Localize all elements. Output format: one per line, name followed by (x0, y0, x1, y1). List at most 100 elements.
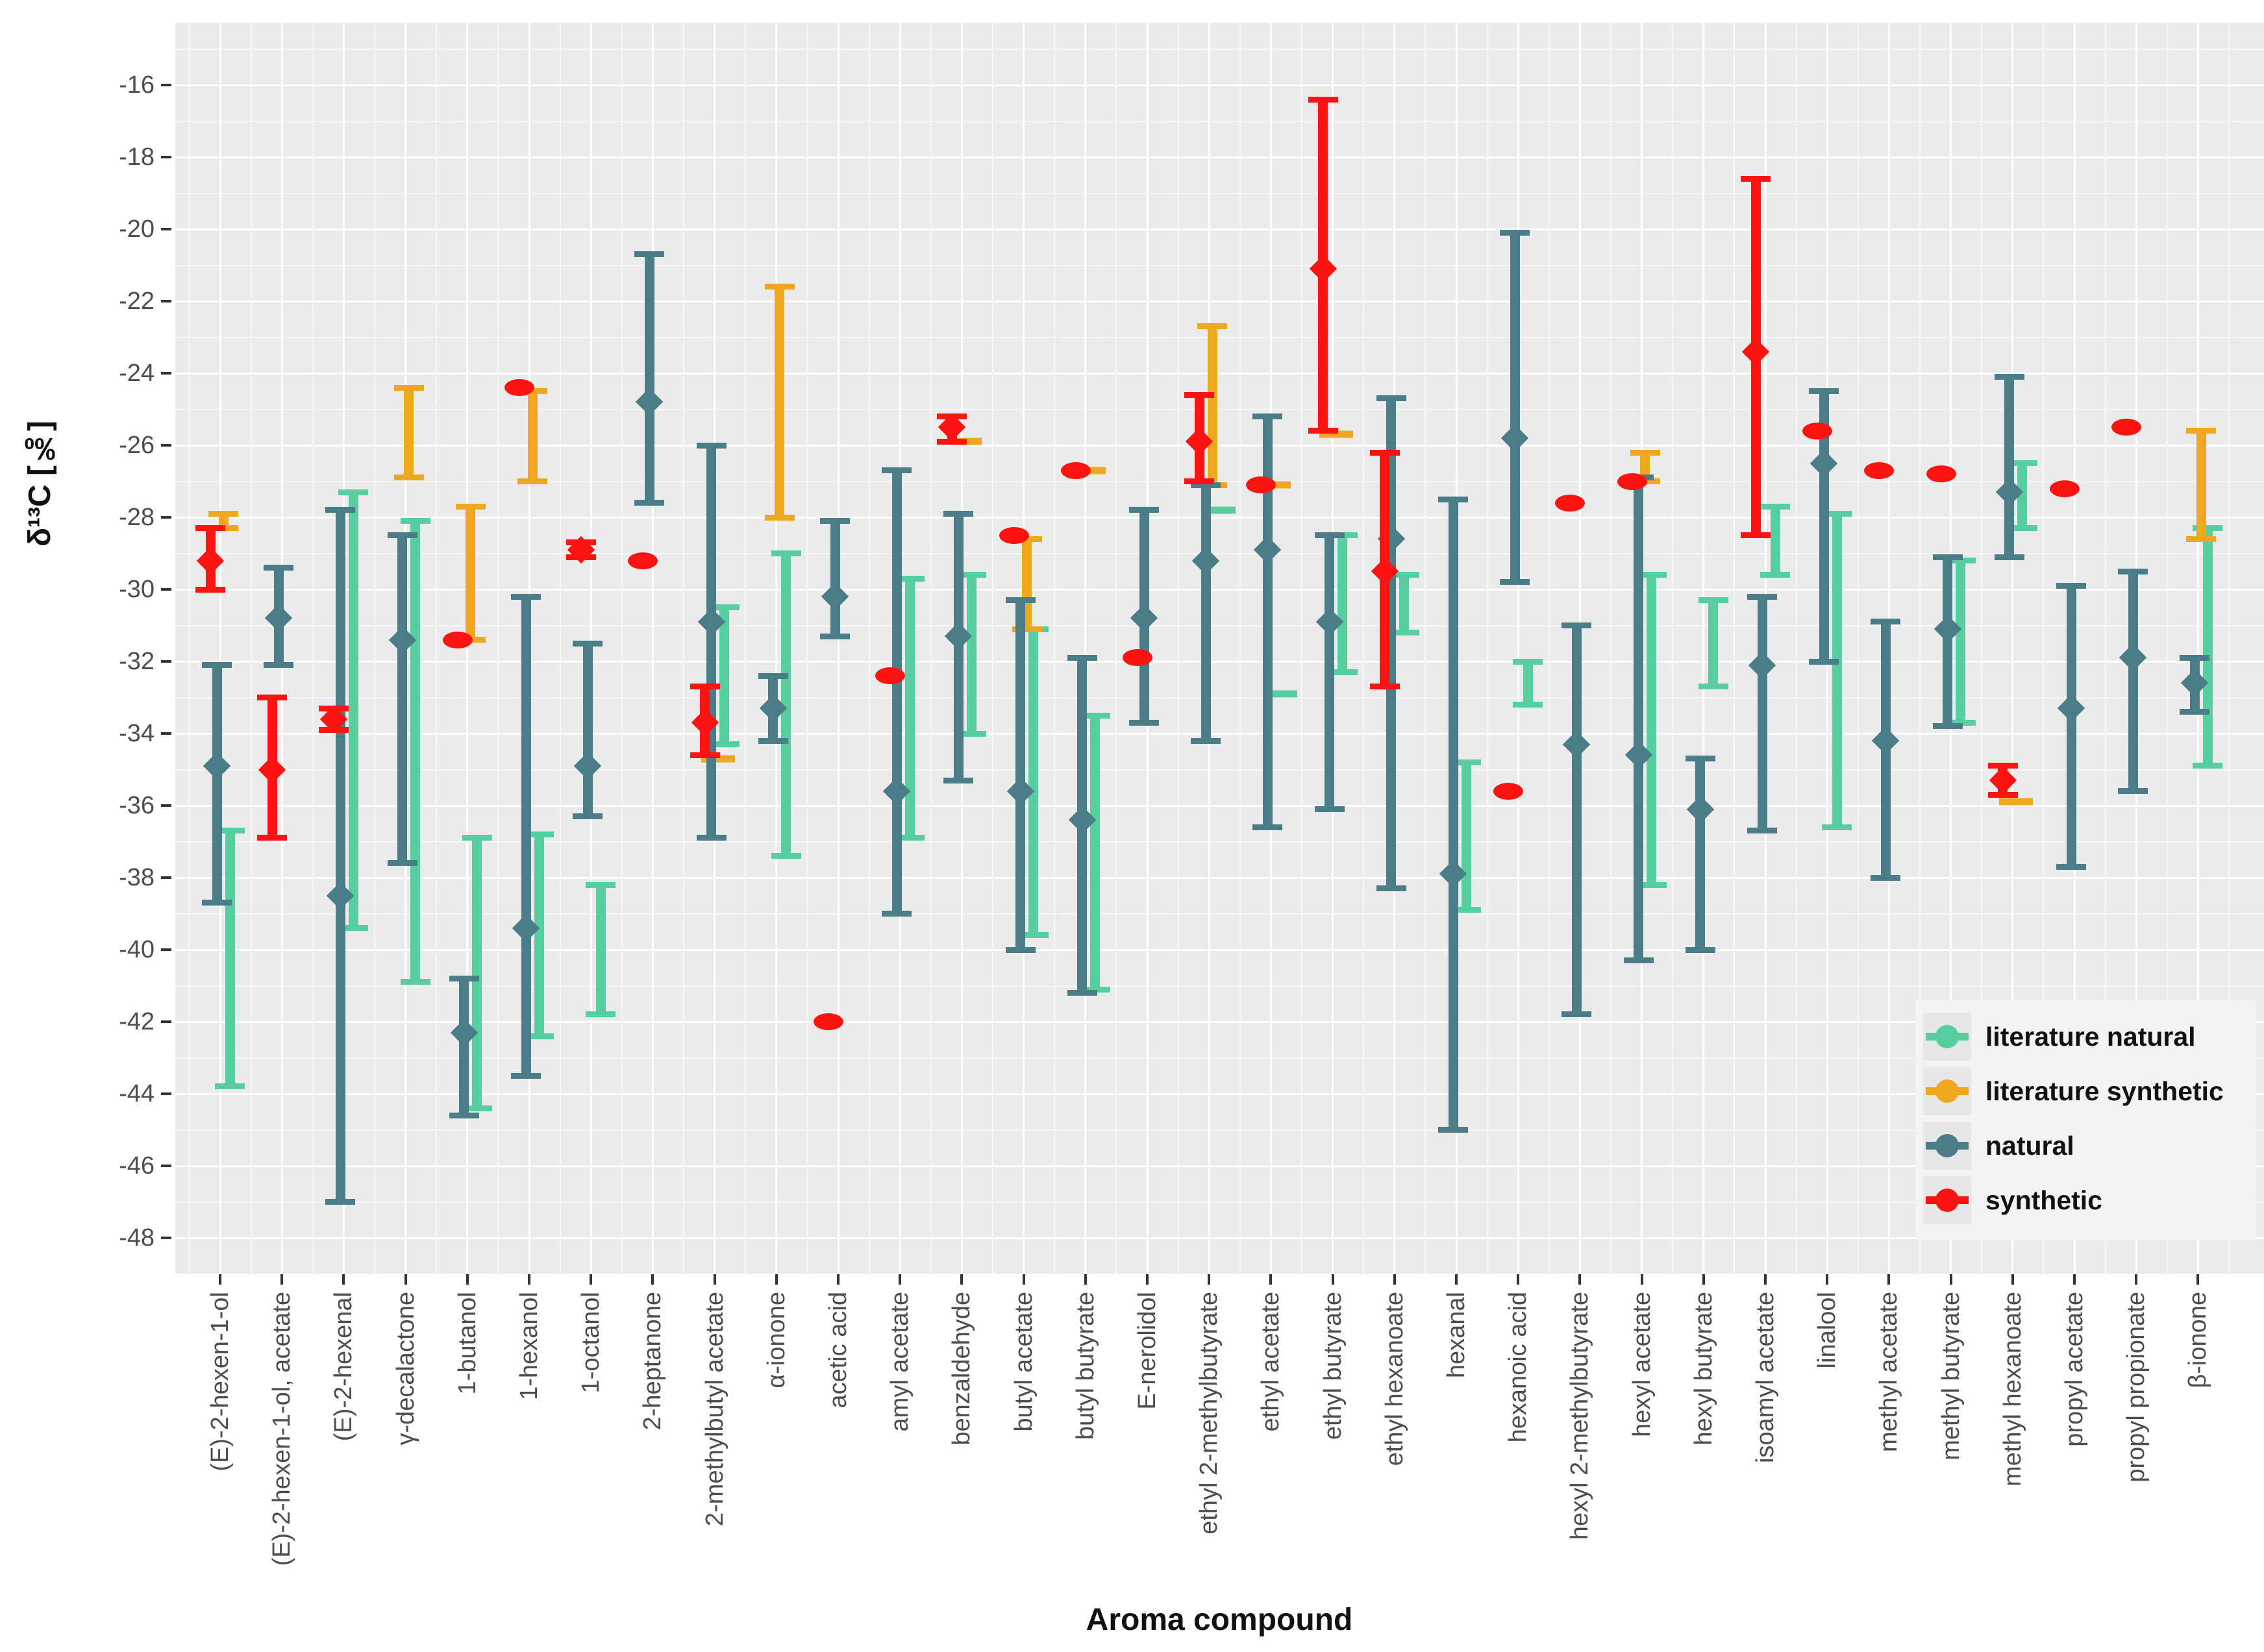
range-bar-lit_nat (1337, 535, 1348, 672)
x-tick-mark (651, 1274, 654, 1285)
y-tick-label: -38 (119, 864, 155, 891)
range-cap-lit_nat (1389, 630, 1419, 636)
range-cap-lit_nat (956, 730, 987, 737)
gridline-x-major (466, 23, 469, 1274)
range-cap-lit_nat (1760, 503, 1790, 510)
x-tick-mark (1764, 1274, 1767, 1285)
x-tick-label: hexanal (1443, 1292, 1470, 1379)
range-cap-lit_nat (1018, 932, 1049, 939)
range-cap-lit_syn (393, 384, 424, 391)
range-bar-lit_syn (404, 388, 414, 478)
x-tick-mark (1517, 1274, 1520, 1285)
range-cap-syn (1741, 532, 1771, 539)
range-cap-lit_nat (1636, 881, 1667, 888)
range-cap-nat (573, 640, 603, 647)
gridline-y-minor (175, 408, 2264, 410)
x-tick-label: γ-decalactone (392, 1292, 419, 1446)
mean-diamond-nat (1563, 730, 1591, 758)
range-cap-nat (1747, 593, 1777, 600)
range-cap-lit_nat (709, 741, 740, 748)
x-tick-label: ethyl 2-methylbutyrate (1195, 1292, 1223, 1535)
gridline-y-major (175, 876, 2264, 879)
range-bar-lit_nat (781, 553, 791, 856)
range-bar-lit_nat (1832, 513, 1842, 828)
range-cap-nat (1005, 597, 1036, 604)
range-cap-nat (758, 737, 788, 744)
point-dot-syn (814, 1013, 843, 1030)
range-cap-nat (1438, 496, 1468, 502)
legend-key-box (1923, 1122, 1971, 1170)
gridline-x-minor (930, 23, 932, 1274)
range-cap-nat (511, 1072, 541, 1079)
x-tick-mark (1331, 1274, 1334, 1285)
range-cap-lit_syn (517, 478, 547, 484)
y-tick-label: -16 (119, 71, 155, 99)
range-cap-lit_syn (2186, 428, 2217, 434)
range-bar-nat (830, 521, 840, 637)
range-cap-lit_nat (1636, 572, 1667, 578)
point-tick-lit_syn (1998, 798, 2033, 806)
range-cap-nat (449, 1112, 479, 1118)
point-dot-syn (999, 526, 1029, 544)
mean-diamond-nat (1748, 651, 1776, 679)
y-tick-label: -24 (119, 360, 155, 387)
gridline-x-minor (1548, 23, 1550, 1274)
gridline-y-minor (175, 697, 2264, 698)
range-cap-lit_nat (1080, 712, 1110, 719)
gridline-x-minor (1857, 23, 1859, 1274)
range-bar-lit_syn (466, 506, 476, 640)
x-tick-label: methyl hexanoate (1998, 1292, 2026, 1486)
range-cap-syn (690, 752, 720, 758)
y-tick-label: -22 (119, 288, 155, 315)
gridline-y-major (175, 1020, 2264, 1023)
x-tick-label: linalool (1813, 1292, 1841, 1369)
range-bar-nat (706, 445, 717, 838)
range-cap-lit_nat (586, 1011, 616, 1018)
range-bar-nat (1510, 232, 1520, 582)
range-cap-nat (387, 532, 417, 539)
gridline-y-minor (175, 48, 2264, 50)
gridline-y-major (175, 660, 2264, 663)
point-dot-syn (1617, 473, 1647, 490)
range-cap-lit_nat (771, 853, 801, 859)
mean-diamond-nat (1254, 536, 1282, 564)
x-tick-label: hexanoic acid (1504, 1292, 1532, 1443)
x-tick-mark (2011, 1274, 2014, 1285)
range-cap-nat (2118, 788, 2148, 795)
mean-diamond-nat (636, 388, 664, 416)
x-tick-label: ethyl acetate (1257, 1292, 1285, 1432)
x-tick-label: β-ionone (2184, 1292, 2212, 1388)
x-tick-mark (1084, 1274, 1087, 1285)
range-bar-lit_nat (1770, 506, 1780, 575)
y-tick-mark (161, 660, 171, 663)
range-cap-nat (2180, 709, 2210, 715)
gridline-x-minor (806, 23, 808, 1274)
y-tick-label: -30 (119, 576, 155, 603)
range-cap-nat (1191, 482, 1221, 488)
range-bar-lit_syn (1640, 452, 1650, 482)
y-tick-mark (161, 876, 171, 879)
range-cap-nat (1376, 885, 1406, 892)
gridline-y-major (175, 1165, 2264, 1167)
range-cap-lit_nat (462, 835, 492, 841)
mean-diamond-nat (1686, 795, 1715, 823)
gridline-y-major (175, 516, 2264, 519)
y-tick-mark (161, 228, 171, 230)
range-cap-nat (2056, 863, 2086, 870)
gridline-x-major (1702, 23, 1705, 1274)
x-tick-label: 1-butanol (453, 1292, 481, 1395)
x-tick-mark (1887, 1274, 1891, 1285)
range-cap-nat (1314, 532, 1345, 539)
y-tick-mark (161, 1237, 171, 1239)
range-bar-nat (1571, 625, 1582, 1015)
x-tick-mark (1949, 1274, 1952, 1285)
range-cap-nat (1252, 413, 1283, 420)
range-bar-lit_nat (1523, 661, 1533, 705)
legend-item-label: synthetic (1985, 1185, 2102, 1215)
point-dot-syn (1555, 494, 1586, 512)
range-cap-nat (1623, 957, 1654, 964)
range-bar-nat (1695, 758, 1706, 950)
gridline-y-major (175, 372, 2264, 375)
range-cap-lit_nat (524, 1033, 554, 1039)
point-dot-syn (875, 667, 906, 685)
